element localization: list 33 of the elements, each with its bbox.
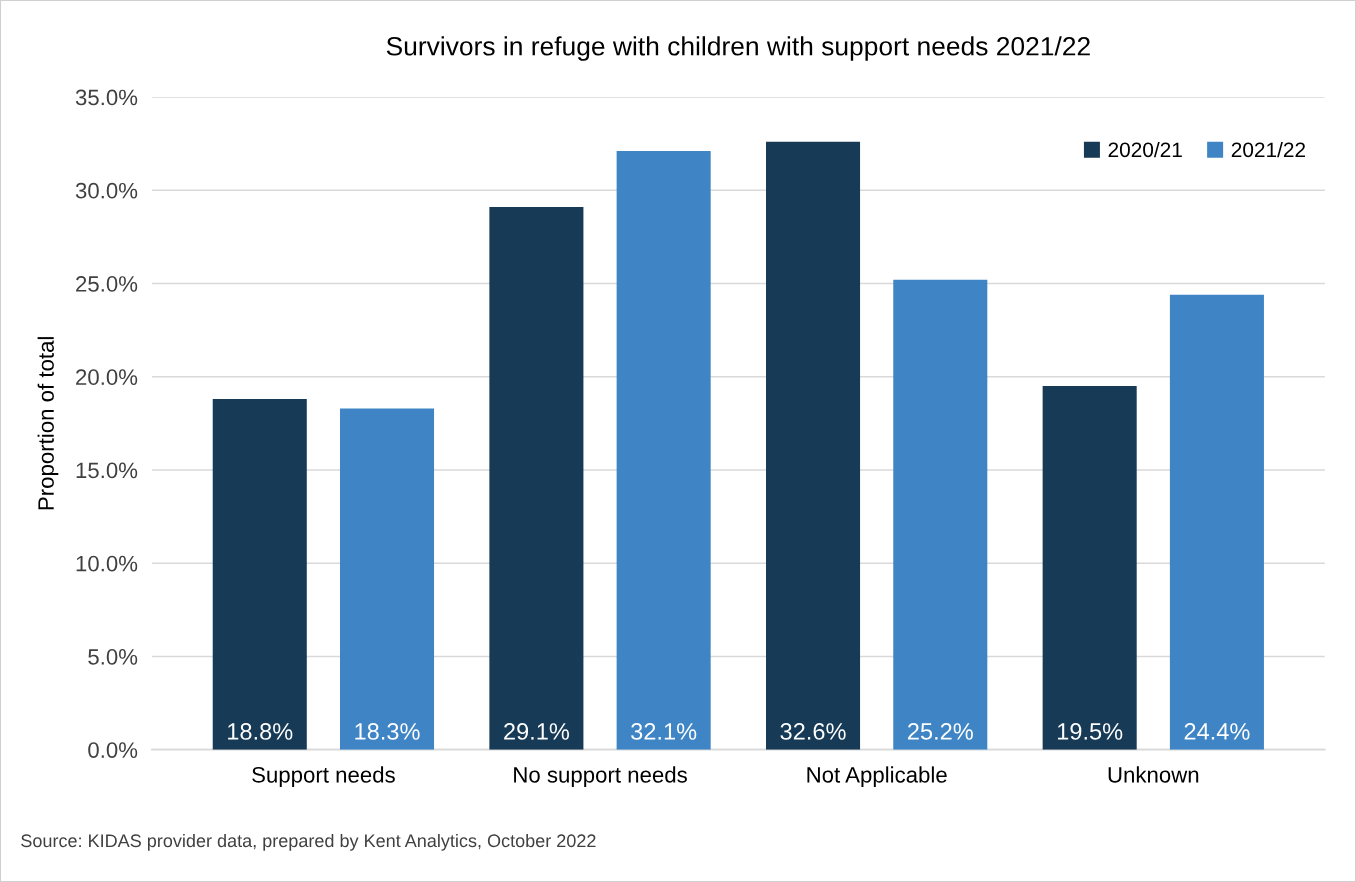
chart-title: Survivors in refuge with children with support needs 2021/22: [386, 36, 1090, 61]
data-label: 24.4%: [1184, 723, 1250, 740]
bar: [212, 399, 307, 750]
legend-label: 2020/21: [1108, 141, 1182, 158]
y-tick-label: 25.0%: [76, 276, 138, 292]
bar: [1169, 294, 1264, 750]
data-label: 32.6%: [780, 723, 846, 740]
bar: [1042, 386, 1137, 750]
x-tick-label: Not Applicable: [807, 766, 947, 788]
legend-label: 2021/22: [1231, 141, 1306, 158]
y-tick-label: 35.0%: [75, 89, 138, 106]
bar: [616, 151, 711, 750]
data-label: 19.5%: [1058, 723, 1123, 740]
y-tick-label: 5.0%: [88, 648, 138, 665]
y-axis-title: Proportion of total: [37, 337, 59, 510]
y-tick-label: 0.0%: [88, 742, 138, 758]
source-note: Source: KIDAS provider data, prepared by Kent Analytics, October 2022: [21, 833, 596, 851]
y-tick-label: 20.0%: [76, 369, 138, 386]
x-tick-label: Unknown: [1108, 766, 1199, 783]
x-tick-label: No support needs: [514, 766, 687, 788]
y-tick-label: 15.0%: [76, 462, 138, 479]
data-label: 29.1%: [504, 723, 570, 740]
data-label: 18.3%: [355, 723, 420, 740]
bar: [339, 408, 435, 750]
x-tick-label: Support needs: [252, 766, 395, 788]
y-tick-label: 30.0%: [75, 182, 138, 199]
data-label: 25.2%: [908, 723, 973, 740]
bar: [766, 141, 861, 750]
y-tick-label: 10.0%: [76, 555, 138, 572]
bar: [893, 279, 988, 750]
data-label: 32.1%: [631, 723, 697, 740]
bar: [489, 207, 584, 750]
data-label: 18.8%: [228, 723, 293, 740]
